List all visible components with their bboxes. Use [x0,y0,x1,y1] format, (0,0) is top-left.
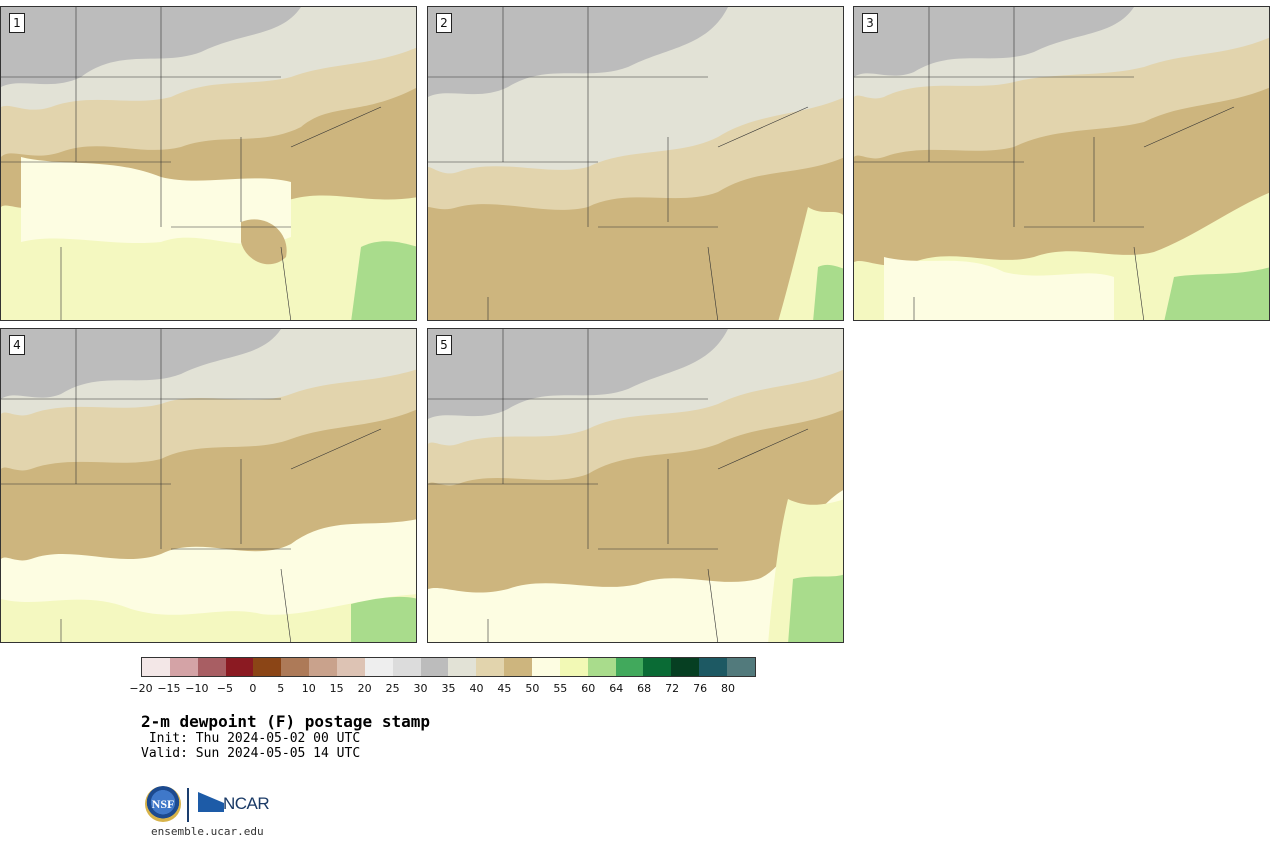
map-panel-5: 5 [427,328,844,643]
panel-label: 2 [436,13,452,33]
colorbar-tick-label: 64 [609,682,624,695]
colorbar-swatch [225,658,254,676]
colorbar-swatch [559,658,588,676]
panel-label: 5 [436,335,452,355]
colorbar-tick-label: 68 [637,682,652,695]
colorbar-swatch [309,658,338,676]
colorbar-swatch [392,658,421,676]
colorbar-swatch [532,658,560,676]
colorbar-swatch [699,658,728,676]
colorbar-swatch [671,658,700,676]
panel-label: 4 [9,335,25,355]
colorbar-tick-label: 55 [553,682,568,695]
colorbar-tick-label: 60 [581,682,596,695]
nsf-logo-text: NSF [151,797,175,811]
colorbar-swatch [420,658,449,676]
colorbar-swatch [476,658,505,676]
colorbar-swatch [337,658,365,676]
dewpoint-map-1 [1,7,416,320]
site-url: ensemble.ucar.edu [151,825,264,838]
colorbar-tick-label: 40 [469,682,484,695]
colorbar-tick-labels: −20 −15 −10 −5 0 5 10 15 20 25 30 35 40 45 50 55 60 64 68 7… [129,682,756,696]
colorbar-tick-label: 25 [385,682,400,695]
panel-label: 1 [9,13,25,33]
valid-time: Valid: Sun 2024-05-05 14 UTC [141,746,361,761]
map-panel-3: 3 [853,6,1270,321]
colorbar-tick-label: 20 [357,682,372,695]
colorbar-tick-label: 10 [301,682,316,695]
colorbar-tick-label: 5 [277,682,285,695]
colorbar-swatch [587,658,616,676]
colorbar-tick-label: −10 [185,682,209,695]
logos: NSF NCAR [145,786,285,826]
dewpoint-map-4 [1,329,416,642]
colorbar-tick-label: 80 [721,682,736,695]
nsf-logo: NSF [145,786,181,822]
colorbar-tick-label: 35 [441,682,456,695]
colorbar-swatch [253,658,282,676]
colorbar [141,657,756,677]
plot-title: 2-m dewpoint (F) postage stamp [141,712,430,731]
dewpoint-map-5 [428,329,843,642]
colorbar-tick-label: 0 [249,682,257,695]
colorbar-swatch [727,658,755,676]
colorbar-swatch [142,658,170,676]
init-time: Init: Thu 2024-05-02 00 UTC [141,731,361,746]
colorbar-tick-label: −15 [157,682,181,695]
colorbar-swatch [364,658,393,676]
colorbar-swatch [615,658,644,676]
colorbar-tick-label: 15 [329,682,344,695]
colorbar-swatch [197,658,226,676]
colorbar-swatch [169,658,198,676]
colorbar-swatch [643,658,672,676]
colorbar-tick-label: 76 [693,682,708,695]
ncar-logo: NCAR [198,792,278,818]
colorbar-tick-label: 72 [665,682,680,695]
colorbar-tick-label: −5 [216,682,233,695]
dewpoint-map-3 [854,7,1269,320]
colorbar-tick-label: 45 [497,682,512,695]
colorbar-swatch [448,658,477,676]
colorbar-swatch [504,658,533,676]
ncar-logo-text: NCAR [223,794,270,813]
dewpoint-map-2 [428,7,843,320]
map-panel-2: 2 [427,6,844,321]
map-panel-4: 4 [0,328,417,643]
panel-label: 3 [862,13,878,33]
colorbar-tick-label: 50 [525,682,540,695]
logo-divider [187,788,189,822]
map-panel-1: 1 [0,6,417,321]
colorbar-tick-label: −20 [129,682,153,695]
colorbar-swatch [281,658,310,676]
colorbar-tick-label: 30 [413,682,428,695]
ncar-mark-icon [198,792,224,812]
